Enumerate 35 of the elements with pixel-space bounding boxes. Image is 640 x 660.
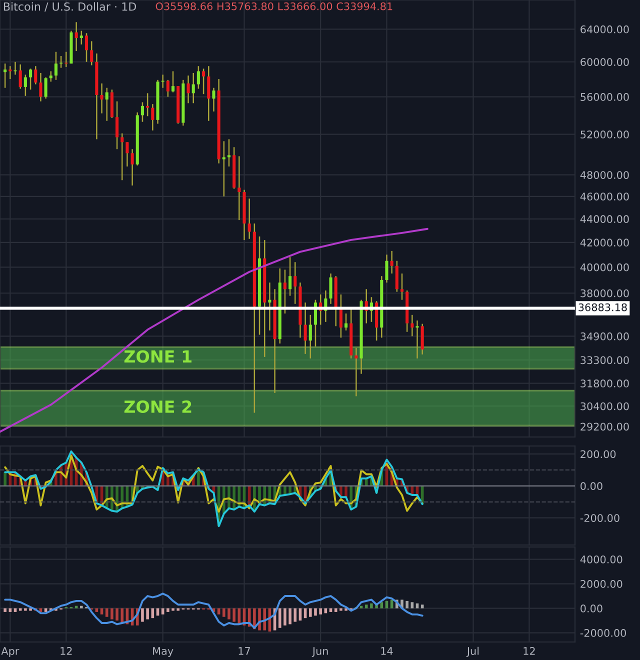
y-tick-label: 60000.00 (580, 58, 629, 66)
x-tick-label: 12 (524, 647, 535, 655)
y-tick-label: 31800.00 (580, 380, 629, 388)
x-tick-label: 12 (60, 647, 72, 655)
x-tick-label: Jul (466, 646, 479, 657)
y-tick-label: 64000.00 (580, 25, 629, 34)
x-tick-label: May (153, 647, 174, 657)
y-tick-label: 38000.00 (580, 289, 629, 298)
band-label: ZONE 1 (124, 350, 192, 363)
y-tick-label: 30400.00 (580, 402, 629, 410)
y-tick-label: 42000.00 (580, 238, 629, 247)
y-tick-label: -2000.00 (580, 629, 626, 637)
band-label: ZONE 2 (124, 400, 192, 413)
y-tick-label: 29200.00 (580, 422, 629, 431)
y-tick-label: 2000.00 (580, 580, 622, 588)
ref-line-label: 36883.18 (578, 303, 627, 312)
y-tick-label: 0.00 (580, 604, 602, 612)
x-tick-label: Jun (312, 647, 328, 657)
y-tick-label: 44000.00 (580, 215, 629, 224)
x-tick-label: 14 (381, 647, 393, 655)
y-tick-label: 200.00 (580, 450, 616, 458)
y-tick-label: 46000.00 (580, 192, 629, 201)
x-tick-label: Apr (1, 647, 20, 657)
y-tick-label: 56000.00 (580, 93, 629, 101)
chart-subtitle: O35598.66 H35763.80 L33666.00 C33994.81 (156, 2, 392, 10)
y-tick-label: 34900.00 (580, 332, 629, 340)
y-tick-label: 33300.00 (580, 356, 629, 364)
y-tick-label: 0.00 (580, 482, 602, 490)
chart-title: Bitcoin / U.S. Dollar · 1D (4, 2, 136, 12)
x-tick-label: 17 (238, 647, 250, 655)
y-tick-label: 48000.00 (580, 171, 629, 179)
y-tick-label: -200.00 (580, 514, 620, 522)
y-tick-label: 40000.00 (580, 263, 629, 272)
y-tick-label: 52000.00 (580, 130, 629, 138)
y-tick-label: 4000.00 (580, 555, 622, 564)
